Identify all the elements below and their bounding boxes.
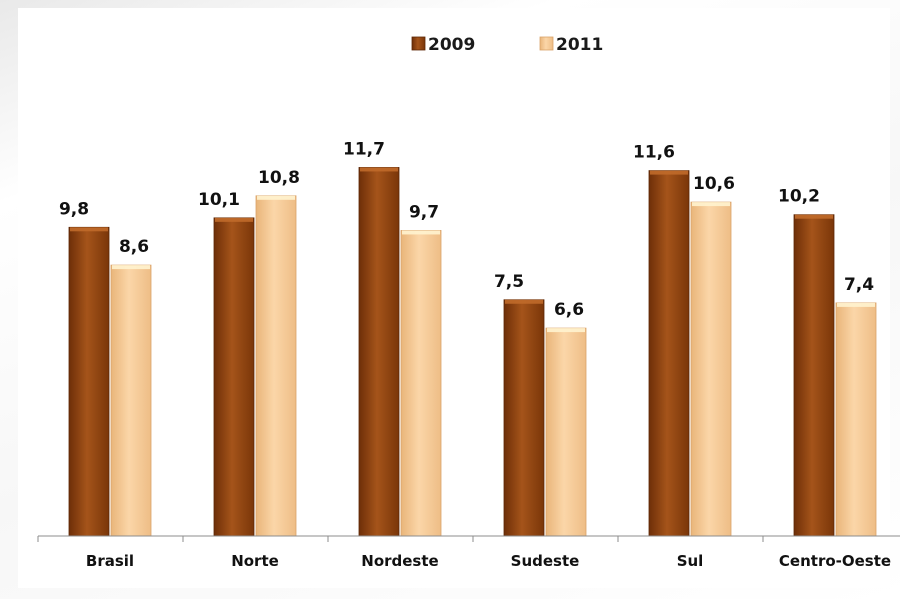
bar-top-highlight [795,214,833,219]
value-labels-group: 9,8 8,6 10,1 10,8 11,7 9,7 7,5 6,6 11,6 10,6 10,2 7… [59,139,874,320]
bars-group [68,167,877,537]
data-label-2009: 10,2 [778,187,820,207]
category-label: Nordeste [361,552,438,570]
bar-top-highlight [402,230,440,235]
bar-2011 [545,327,587,537]
category-label: Norte [231,552,279,570]
legend-label-2009: 2009 [428,35,475,55]
data-label-2009: 9,8 [59,199,89,219]
bar-top-highlight [112,265,150,270]
bar-top-highlight [837,302,875,307]
bar-top-highlight [360,167,398,172]
category-label: Sudeste [511,552,580,570]
chart-panel [18,8,890,588]
legend-swatch-2011 [539,36,554,51]
bar-2009 [68,226,110,537]
data-label-2011: 6,6 [554,300,584,320]
x-axis: Brasil Norte Nordeste Sudeste Sul Centro-Oest… [37,535,900,570]
bar-top-highlight [257,195,295,200]
bar-2009 [793,214,835,537]
bar-top-highlight [505,299,543,304]
legend: 2009 2011 [411,35,603,55]
bar-2011 [255,195,297,537]
data-label-2009: 7,5 [494,272,524,292]
data-label-2009: 10,1 [198,190,240,210]
bar-2011 [400,230,442,537]
bar-top-highlight [70,227,108,232]
bar-top-highlight [215,217,253,222]
data-label-2011: 7,4 [844,275,874,295]
category-label: Brasil [86,552,134,570]
bar-top-highlight [650,170,688,175]
data-label-2011: 10,6 [693,174,735,194]
bar-top-highlight [547,328,585,333]
data-label-2011: 8,6 [119,237,149,257]
category-label: Centro-Oeste [779,552,891,570]
bar-2009 [503,299,545,537]
bar-2011 [835,302,877,537]
bar-2009 [358,167,400,537]
legend-swatch-2009 [411,36,426,51]
bar-2011 [690,201,732,537]
bar-2009 [213,217,255,537]
legend-label-2011: 2011 [556,35,603,55]
data-label-2009: 11,7 [343,139,385,159]
bar-2011 [110,264,152,537]
bar-2009 [648,170,690,537]
data-label-2009: 11,6 [633,143,675,163]
data-label-2011: 10,8 [258,168,300,188]
bar-top-highlight [692,202,730,207]
data-label-2011: 9,7 [409,202,439,222]
category-label: Sul [677,552,704,570]
